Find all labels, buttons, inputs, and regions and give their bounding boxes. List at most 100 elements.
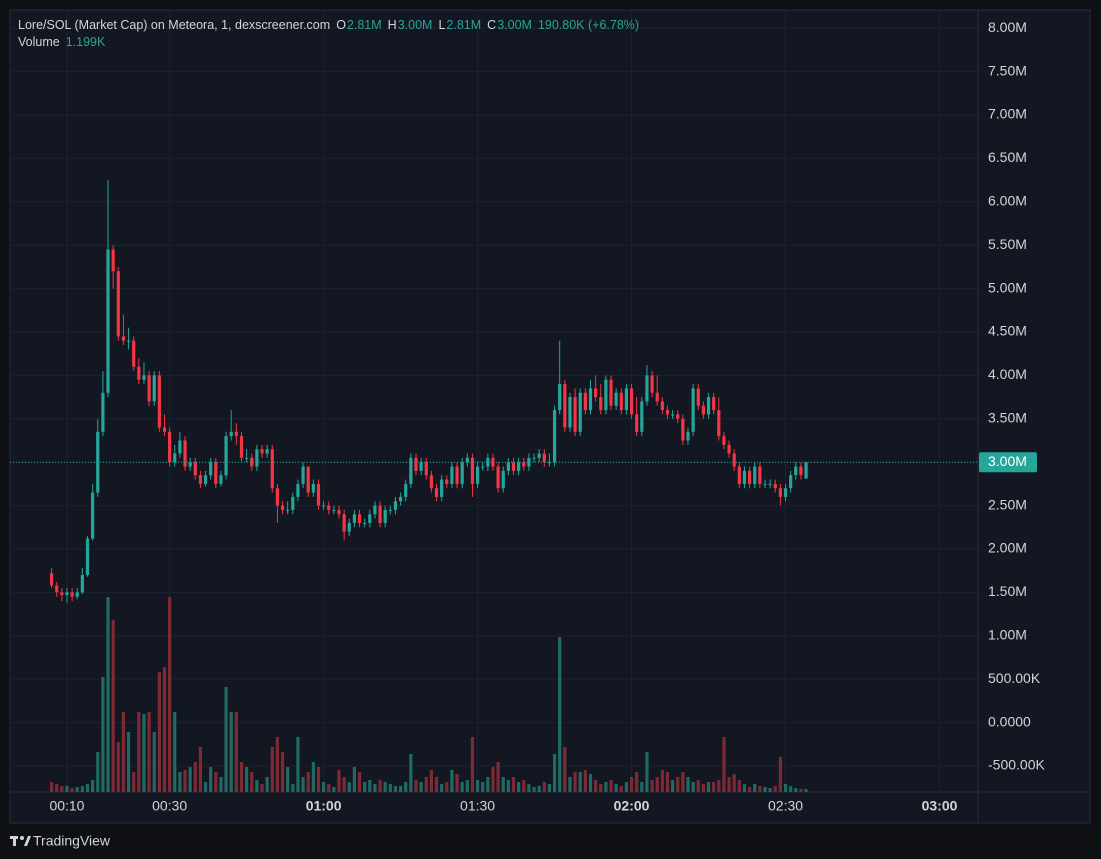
volume-bar [347,782,351,792]
candle-body [737,466,741,484]
volume-bar [368,780,372,792]
candle-body [491,457,495,467]
candle-body [547,462,552,464]
candle-body [378,505,382,523]
volume-bar [65,786,69,792]
volume-bar [429,770,433,792]
volume-bar [363,782,367,792]
x-tick-label: 00:10 [49,798,84,814]
volume-bar [101,677,105,792]
candle-body [332,509,336,511]
volume-bar [758,786,762,792]
chart-frame [9,9,1091,824]
volume-bar [193,762,197,792]
volume-bar [763,787,767,792]
candle-body [624,388,629,411]
volume-bar [573,772,577,792]
volume-bar [542,782,546,792]
candle-body [126,340,131,342]
candle-body [727,444,731,454]
candle-body [409,457,413,484]
legend-value: 1.199K [65,35,106,49]
volume-bar [522,780,526,792]
candle-body [209,462,213,476]
volume-bar [717,780,721,792]
volume-bar [547,784,552,792]
volume-bar [306,772,310,792]
legend-row: Lore/SOL (Market Cap) on Meteora, 1, dex… [18,17,645,34]
volume-bar [188,767,192,792]
volume-bar [532,787,536,792]
legend-value: 2.81M [346,18,382,32]
candle-body [316,483,321,506]
volume-bar [783,784,788,792]
candle-body [671,414,675,416]
volume-bar [270,747,274,792]
volume-bar [255,780,259,792]
legend-value: 3.00M [497,18,532,32]
candle-body [198,475,203,484]
x-tick-label: 00:30 [152,798,187,814]
candle-body [470,457,475,484]
candle-body [265,449,269,454]
candle-body [398,496,403,502]
volume-bar [640,782,644,792]
candle-body [147,375,151,402]
volume-bar [60,786,64,792]
volume-bar [768,788,772,792]
candle-body [763,483,767,485]
candle-body [768,483,772,485]
volume-bar [645,752,649,792]
candle-body [429,475,433,489]
candle-body [424,462,428,476]
volume-bar [332,787,336,792]
legend: Lore/SOL (Market Cap) on Meteora, 1, dex… [18,17,645,51]
volume-bar [245,767,249,792]
candle-body [327,505,331,510]
volume-bar [183,770,187,792]
candle-body [542,453,546,463]
volume-bar [142,714,146,792]
candle-body [168,431,172,463]
x-tick-label: 03:00 [922,798,958,814]
candle-body [245,457,249,459]
symbol: Lore/SOL (Market Cap) on Meteora, 1, dex… [18,18,331,32]
candle-body [635,414,639,432]
volume-bar [671,780,675,792]
volume-bar [121,712,126,792]
candle-body [80,575,84,593]
volume-bar [748,787,752,792]
volume-bar [552,754,557,792]
volume-bar [352,767,356,792]
volume-bar [214,772,218,792]
y-tick-label: 3.50M [988,409,1027,425]
volume-bar [224,687,228,792]
volume-bar [96,752,100,792]
volume-bar [676,777,680,792]
volume-bar [445,782,449,792]
candle-body [368,514,372,523]
y-tick-label: 1.50M [988,583,1027,599]
candle-body [722,436,726,445]
candle-body [455,466,459,484]
candle-body [311,483,315,493]
volume-bar [291,784,295,792]
volume-bar [481,782,485,792]
candle-body [121,336,126,341]
candle-body [188,462,192,467]
y-tick-label: 0.0000 [988,713,1031,729]
volume-bar [475,780,480,792]
candle-body [357,514,362,523]
candle-body [445,479,449,484]
candle-body [373,505,377,515]
volume-bar [301,777,305,792]
volume-bar [732,774,736,792]
volume-bar [609,780,613,792]
y-tick-label: 2.00M [988,540,1027,556]
candle-body [691,388,695,432]
candle-body [291,496,295,510]
candle-body [393,501,398,510]
volume-bar [527,784,531,792]
candle-body [388,509,392,511]
volume-bar [578,772,582,792]
